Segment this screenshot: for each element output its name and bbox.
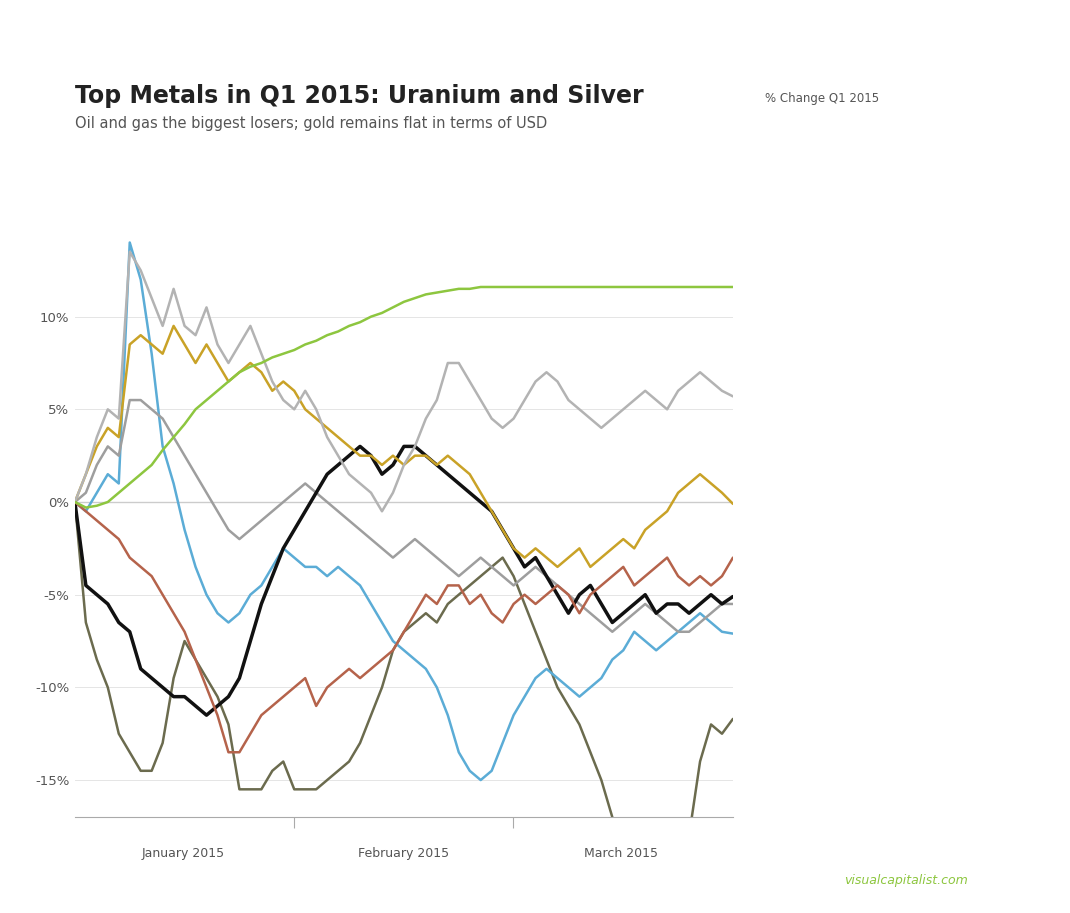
Text: Platinum: Platinum [948, 536, 1007, 549]
Text: Oil (WTI): Oil (WTI) [948, 706, 1006, 719]
Text: 11.6%: 11.6% [802, 120, 847, 132]
Text: Copper: Copper [948, 406, 996, 419]
Text: Gold: Gold [948, 341, 978, 354]
Text: -0.1%: -0.1% [804, 341, 846, 354]
Text: -5.5%: -5.5% [804, 536, 846, 549]
Text: -5.1%: -5.1% [804, 471, 846, 484]
Text: Oil and gas the biggest losers; gold remains flat in terms of USD: Oil and gas the biggest losers; gold rem… [75, 117, 547, 131]
Text: Silver: Silver [948, 222, 985, 235]
Text: Top Metals in Q1 2015: Uranium and Silver: Top Metals in Q1 2015: Uranium and Silve… [75, 84, 643, 108]
Text: visualcapitalist.com: visualcapitalist.com [844, 875, 968, 887]
Text: Chart of the Week: Chart of the Week [13, 10, 134, 23]
Text: January 2015: January 2015 [142, 847, 225, 860]
Text: % Change Q1 2015: % Change Q1 2015 [765, 92, 880, 105]
Text: ☁: ☁ [990, 864, 1015, 887]
Text: -3.0%: -3.0% [804, 406, 846, 419]
Text: February 2015: February 2015 [358, 847, 449, 860]
Text: -7.1%: -7.1% [804, 601, 846, 614]
Text: Natural Gas: Natural Gas [948, 601, 1026, 614]
Text: -11.7%: -11.7% [799, 706, 851, 719]
Text: Uranium: Uranium [948, 120, 1005, 132]
Text: S&P GSCI: S&P GSCI [948, 471, 1010, 484]
Text: 5.7%: 5.7% [807, 222, 843, 235]
Text: March 2015: March 2015 [584, 847, 658, 860]
